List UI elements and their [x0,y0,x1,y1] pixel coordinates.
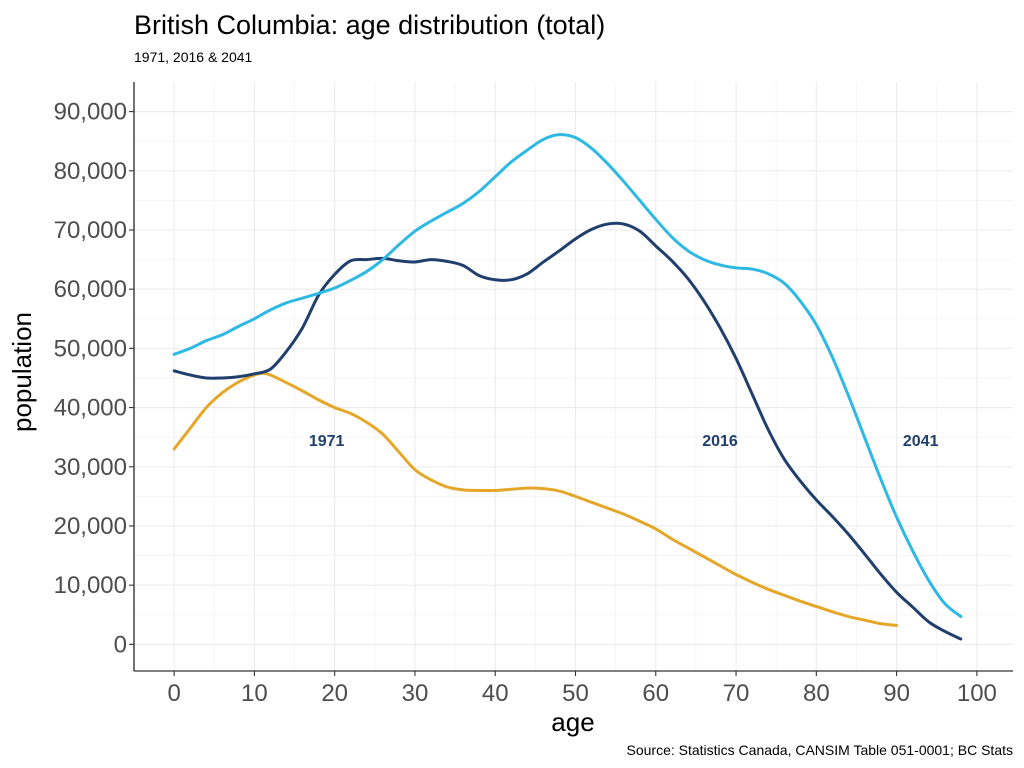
series-lines [172,133,963,641]
y-axis-title: population [7,312,37,432]
chart-title: British Columbia: age distribution (tota… [134,10,605,40]
y-tick-label: 40,000 [54,395,127,422]
y-tick-label: 50,000 [54,335,127,362]
x-tick-label: 20 [321,680,348,707]
x-tick-label: 50 [562,680,589,707]
axes: 0 10 20 30 40 50 60 70 80 90 100 0 10,000 20,000 30,00… [54,82,1013,707]
chart-subtitle: 1971, 2016 & 2041 [134,49,253,65]
y-tick-label: 80,000 [54,158,127,185]
y-tick-label: 10,000 [54,572,127,599]
x-axis-title: age [551,707,594,737]
x-tick-label: 60 [642,680,669,707]
x-tick-label: 100 [957,680,997,707]
y-tick-label: 30,000 [54,454,127,481]
y-tick-label: 20,000 [54,513,127,540]
series-label-1971: 1971 [309,433,345,450]
x-tick-label: 30 [402,680,429,707]
y-tick-label: 70,000 [54,217,127,244]
series-label-2016: 2016 [702,433,738,450]
x-tick-label: 0 [167,680,180,707]
series-labels: 1971 2016 2041 [309,433,939,450]
x-tick-label: 40 [482,680,509,707]
series-line-2016 [172,221,963,641]
y-tick-label: 0 [114,631,127,658]
series-label-2041: 2041 [903,433,939,450]
series-line-1971 [172,371,899,627]
y-tick-label: 60,000 [54,276,127,303]
chart-caption: Source: Statistics Canada, CANSIM Table … [627,742,1014,758]
x-tick-label: 80 [803,680,830,707]
series-line-2041 [172,133,963,619]
y-tick-label: 90,000 [54,99,127,126]
x-tick-label: 70 [723,680,750,707]
grid [134,82,1013,671]
x-tick-label: 90 [883,680,910,707]
x-tick-label: 10 [241,680,268,707]
